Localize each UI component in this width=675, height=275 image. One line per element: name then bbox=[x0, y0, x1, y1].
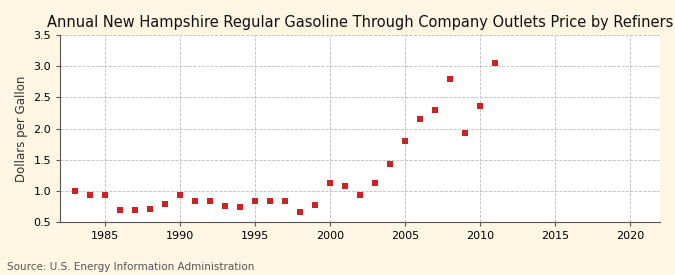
Point bbox=[115, 208, 126, 212]
Point bbox=[489, 61, 500, 65]
Point bbox=[175, 193, 186, 197]
Point bbox=[430, 108, 441, 112]
Text: Source: U.S. Energy Information Administration: Source: U.S. Energy Information Administ… bbox=[7, 262, 254, 272]
Point bbox=[325, 180, 335, 185]
Point bbox=[295, 210, 306, 214]
Point bbox=[100, 193, 111, 197]
Point bbox=[460, 131, 470, 136]
Point bbox=[220, 204, 231, 208]
Point bbox=[205, 199, 215, 204]
Point bbox=[475, 103, 485, 108]
Title: Annual New Hampshire Regular Gasoline Through Company Outlets Price by Refiners: Annual New Hampshire Regular Gasoline Th… bbox=[47, 15, 674, 30]
Point bbox=[370, 180, 381, 185]
Point bbox=[190, 198, 200, 203]
Point bbox=[250, 198, 261, 203]
Point bbox=[400, 139, 410, 143]
Point bbox=[130, 208, 140, 212]
Point bbox=[160, 202, 171, 207]
Point bbox=[310, 203, 321, 207]
Y-axis label: Dollars per Gallon: Dollars per Gallon bbox=[15, 75, 28, 182]
Point bbox=[145, 207, 156, 211]
Point bbox=[70, 188, 81, 193]
Point bbox=[85, 193, 96, 197]
Point bbox=[340, 184, 350, 188]
Point bbox=[445, 77, 456, 81]
Point bbox=[414, 117, 425, 121]
Point bbox=[280, 198, 291, 203]
Point bbox=[385, 162, 396, 166]
Point bbox=[355, 193, 366, 197]
Point bbox=[265, 198, 275, 203]
Point bbox=[235, 205, 246, 210]
